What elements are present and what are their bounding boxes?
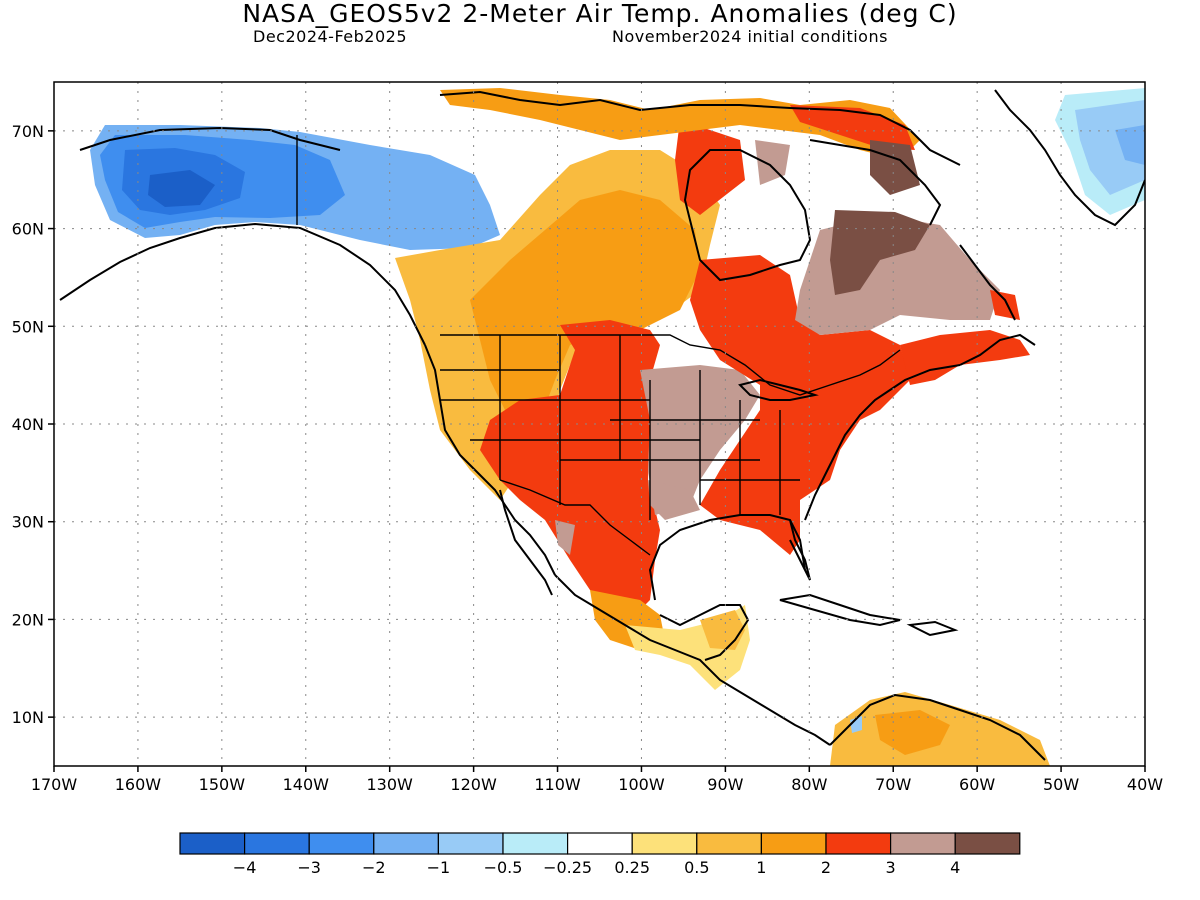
coastline-south-america: [829, 693, 1046, 761]
lon-label: 150W: [199, 775, 246, 794]
colorbar-swatch: [760, 832, 827, 855]
lon-label: 60W: [959, 775, 995, 794]
coastline-baffin: [809, 139, 942, 226]
init-conditions-label: November2024 initial conditions: [612, 27, 888, 46]
colorbar-label: 0.5: [684, 858, 709, 877]
lat-label: 60N: [12, 220, 44, 239]
region-texas-gulf-warm: [648, 480, 700, 520]
latitude-axis: 70N 60N 50N 40N 30N 20N 10N: [12, 122, 54, 727]
colorbar-label: −0.5: [484, 858, 523, 877]
coastline-greenland: [994, 89, 1145, 227]
coastline-mexico-west: [554, 574, 831, 746]
colorbar-swatch: [502, 832, 569, 855]
border-us-canada: [440, 334, 901, 396]
coastline-cuba: [779, 593, 901, 627]
longitude-axis: 170W 160W 150W 140W 130W 120W 110W 100W 90W 80W 70…: [31, 766, 1163, 794]
chart-title: NASA_GEOS5v2 2-Meter Air Temp. Anomalies…: [242, 0, 958, 28]
coastline-hispaniola: [906, 620, 959, 637]
colorbar-swatch: [308, 832, 375, 855]
political-borders: [296, 135, 901, 556]
region-maritimes-warm: [900, 330, 1030, 385]
colorbar-swatch: [244, 832, 310, 855]
coastline-florida: [789, 519, 811, 581]
lon-label: 140W: [283, 775, 330, 794]
period-label: Dec2024-Feb2025: [253, 27, 407, 46]
region-greenland-cold-deep: [1115, 125, 1145, 165]
lon-label: 130W: [367, 775, 414, 794]
lat-label: 70N: [12, 122, 44, 141]
colorbar-swatch: [437, 832, 504, 855]
coastlines: [59, 89, 1145, 761]
region-mexico-brown: [555, 520, 575, 555]
coastline-east-us: [804, 364, 961, 521]
colorbar: −4 −3 −2 −1 −0.5 −0.25 0.25 0.5 1 2 3 4: [179, 832, 1021, 877]
region-baffin-light: [755, 140, 790, 185]
colorbar-swatch: [696, 832, 762, 855]
coastline-gulf: [648, 514, 806, 601]
region-greenland-cold-mid: [1075, 100, 1145, 195]
lon-label: 70W: [875, 775, 911, 794]
lon-label: 110W: [534, 775, 581, 794]
graticule: [54, 82, 1145, 766]
lon-label: 120W: [450, 775, 497, 794]
border-us-mexico: [499, 479, 651, 556]
region-quebec-warm-deep: [830, 210, 930, 295]
lat-label: 30N: [12, 513, 44, 532]
lon-label: 40W: [1127, 775, 1163, 794]
coastline-west-us: [424, 344, 556, 576]
colorbar-swatch: [889, 832, 956, 855]
colorbar-label: 2: [821, 858, 831, 877]
border-us-states-2: [440, 370, 781, 515]
colorbar-label: −2: [362, 858, 386, 877]
colorbar-swatch: [954, 832, 1021, 855]
colorbar-label: 4: [950, 858, 960, 877]
colorbar-swatch: [825, 832, 892, 855]
region-alaska-cold-core: [148, 170, 215, 207]
colorbar-swatch: [179, 832, 246, 855]
region-newfoundland-warm: [990, 290, 1020, 320]
lon-label: 80W: [791, 775, 827, 794]
colorbar-label: −4: [233, 858, 257, 877]
anomaly-field: [90, 88, 1145, 766]
coastline-alaska: [59, 222, 426, 346]
lon-label: 100W: [618, 775, 665, 794]
region-colombia-cool: [850, 716, 862, 733]
coastline-baja: [499, 489, 553, 596]
lon-label: 170W: [31, 775, 78, 794]
lat-label: 20N: [12, 610, 44, 629]
region-south-america-orange: [875, 710, 950, 755]
coastline-hudson-bay: [683, 149, 812, 282]
colorbar-swatch: [631, 832, 698, 855]
colorbar-label: 0.25: [614, 858, 650, 877]
colorbar-label: −1: [427, 858, 451, 877]
lon-label: 160W: [115, 775, 162, 794]
coastline-labrador: [959, 244, 1016, 321]
region-hudson-warm: [675, 120, 745, 215]
coastline-maritimes: [959, 333, 1036, 366]
colorbar-label: 3: [886, 858, 896, 877]
colorbar-label: 1: [756, 858, 766, 877]
colorbar-swatch: [566, 832, 633, 855]
colorbar-swatch: [373, 832, 439, 855]
region-us-southwest-warm: [480, 320, 660, 610]
region-western-canada-mid: [470, 190, 700, 420]
lat-label: 50N: [12, 317, 44, 336]
region-arctic-islands-red: [790, 105, 915, 150]
lon-label: 50W: [1043, 775, 1079, 794]
border-us-states-3: [440, 369, 800, 481]
border-us-states-1: [499, 335, 651, 520]
colorbar-label: −3: [297, 858, 321, 877]
colorbar-label: −0.25: [543, 858, 592, 877]
coastline-alaska-north: [79, 126, 341, 151]
coastline-arctic-islands: [439, 90, 961, 166]
lat-label: 10N: [12, 708, 44, 727]
lat-label: 40N: [12, 415, 44, 434]
lon-label: 90W: [707, 775, 743, 794]
